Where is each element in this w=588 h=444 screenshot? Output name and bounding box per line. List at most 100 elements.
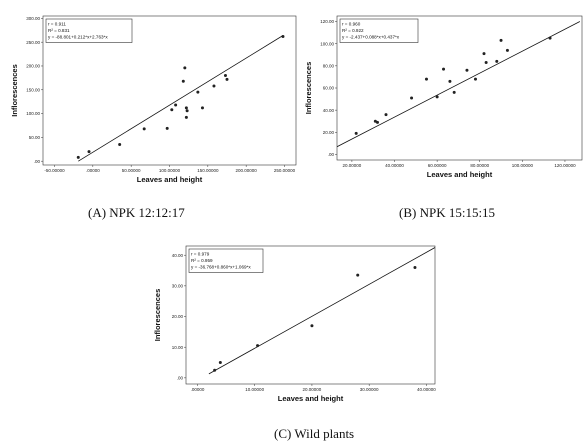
stats-legend-box bbox=[45, 18, 133, 43]
regression-line bbox=[78, 35, 284, 162]
stats-line: r = 0.960 bbox=[342, 22, 361, 27]
data-point bbox=[310, 324, 314, 328]
stats-line: y = -2.437+0.088*x+0.437*x bbox=[342, 35, 400, 40]
y-tick-label: 50.00 bbox=[29, 135, 41, 140]
data-point bbox=[170, 108, 174, 112]
x-axis-title: Leaves and height bbox=[427, 170, 493, 179]
y-tick-label: 20.00 bbox=[323, 130, 335, 135]
x-tick-label: 20.00000 bbox=[343, 163, 362, 168]
data-point bbox=[184, 106, 188, 110]
data-point bbox=[448, 79, 452, 83]
y-tick-label: 40.00 bbox=[172, 253, 184, 258]
y-tick-label: 100.00 bbox=[320, 41, 334, 46]
data-point bbox=[183, 66, 187, 70]
x-tick-label: -50.00000 bbox=[44, 168, 65, 173]
stats-line: R² = 0.959 bbox=[191, 258, 213, 263]
y-axis-title: Inflorescences bbox=[153, 289, 162, 342]
data-point bbox=[184, 115, 188, 119]
data-point bbox=[218, 361, 222, 365]
y-tick-label: 80.00 bbox=[323, 63, 335, 68]
data-point bbox=[424, 77, 428, 81]
data-point bbox=[281, 34, 285, 38]
data-point bbox=[473, 77, 477, 81]
stats-line: y = -88.801+0.212*x+2.763*x bbox=[48, 35, 108, 40]
stats-line: R² = 0.831 bbox=[48, 28, 70, 33]
x-tick-label: 100.00000 bbox=[159, 168, 181, 173]
y-tick-label: 40.00 bbox=[323, 108, 335, 113]
y-tick-label: 250.00 bbox=[26, 40, 40, 45]
stats-line: r = 0.911 bbox=[48, 22, 66, 27]
data-point bbox=[118, 143, 122, 147]
panel-wild-plants: .00000 10.00000 20.00000 30.00000 40.00000 .0… bbox=[140, 234, 450, 444]
y-tick-label: 120.00 bbox=[320, 19, 334, 24]
y-tick-label: 200.00 bbox=[26, 64, 40, 69]
data-point bbox=[212, 84, 216, 88]
x-tick-label: 40.00000 bbox=[385, 163, 404, 168]
y-tick-label: 30.00 bbox=[172, 283, 184, 288]
stats-line: R² = 0.922 bbox=[342, 28, 364, 33]
x-axis-title: Leaves and height bbox=[137, 175, 203, 184]
data-point bbox=[435, 95, 439, 99]
caption-wild-plants: (C) Wild plants bbox=[274, 426, 355, 441]
x-tick-label: 100.00000 bbox=[512, 163, 534, 168]
scatter-chart-npk-12-12-17: -50.00000 .00000 50.00000 100.00000 150.0000… bbox=[10, 15, 297, 184]
y-tick-label: 150.00 bbox=[26, 87, 40, 92]
data-point bbox=[87, 150, 91, 154]
data-point bbox=[196, 90, 200, 94]
data-point bbox=[484, 61, 488, 65]
data-point bbox=[482, 52, 486, 56]
y-tick-label: 10.00 bbox=[172, 345, 184, 350]
data-point bbox=[452, 90, 456, 94]
data-point bbox=[181, 79, 185, 83]
x-tick-label: 250.00000 bbox=[274, 168, 296, 173]
x-tick-label: 80.00000 bbox=[470, 163, 489, 168]
y-tick-label: .00 bbox=[34, 159, 41, 164]
x-tick-label: 40.00000 bbox=[417, 387, 436, 392]
data-point bbox=[76, 155, 80, 159]
scatter-chart-wild-plants: .00000 10.00000 20.00000 30.00000 40.00000 .0… bbox=[153, 245, 436, 403]
regression-line bbox=[208, 247, 435, 375]
x-tick-label: 150.00000 bbox=[197, 168, 219, 173]
data-point bbox=[200, 106, 204, 110]
data-point bbox=[499, 38, 503, 42]
data-point bbox=[505, 48, 509, 52]
data-point bbox=[465, 68, 469, 72]
caption-npk-15-15-15: (B) NPK 15:15:15 bbox=[399, 205, 496, 220]
data-point bbox=[354, 131, 358, 135]
caption-npk-12-12-17: (A) NPK 12:12:17 bbox=[88, 205, 185, 220]
data-point bbox=[142, 127, 146, 131]
data-point bbox=[225, 77, 229, 81]
x-tick-label: .00000 bbox=[191, 387, 205, 392]
data-point bbox=[213, 368, 217, 372]
y-tick-label: .00 bbox=[177, 375, 184, 380]
x-tick-label: .00000 bbox=[86, 168, 100, 173]
x-tick-label: 50.00000 bbox=[122, 168, 141, 173]
data-point bbox=[410, 96, 414, 100]
data-point bbox=[375, 120, 379, 124]
data-point bbox=[413, 265, 417, 269]
x-tick-label: 20.00000 bbox=[303, 387, 322, 392]
x-tick-label: 30.00000 bbox=[360, 387, 379, 392]
x-axis-title: Leaves and height bbox=[278, 394, 344, 403]
data-point bbox=[185, 109, 189, 113]
regression-line bbox=[337, 21, 581, 148]
data-point bbox=[256, 344, 260, 348]
stats-legend-box bbox=[188, 248, 264, 273]
x-tick-label: 10.00000 bbox=[245, 387, 264, 392]
x-tick-label: 200.00000 bbox=[236, 168, 258, 173]
data-point bbox=[174, 103, 178, 107]
scatter-chart-npk-15-15-15: 20.00000 40.00000 60.00000 80.00000 100.0000… bbox=[304, 15, 583, 179]
data-point bbox=[356, 273, 360, 277]
panel-npk-12-12-17: -50.00000 .00000 50.00000 100.00000 150.0000… bbox=[0, 0, 300, 220]
panel-npk-15-15-15: 20.00000 40.00000 60.00000 80.00000 100.0000… bbox=[300, 0, 588, 220]
data-point bbox=[165, 126, 169, 130]
stats-legend-box bbox=[339, 18, 419, 43]
data-point bbox=[223, 74, 227, 78]
y-tick-label: .00 bbox=[328, 152, 335, 157]
x-tick-label: 60.00000 bbox=[428, 163, 447, 168]
y-tick-label: 300.00 bbox=[26, 16, 40, 21]
stats-line: r = 0.979 bbox=[191, 252, 210, 257]
